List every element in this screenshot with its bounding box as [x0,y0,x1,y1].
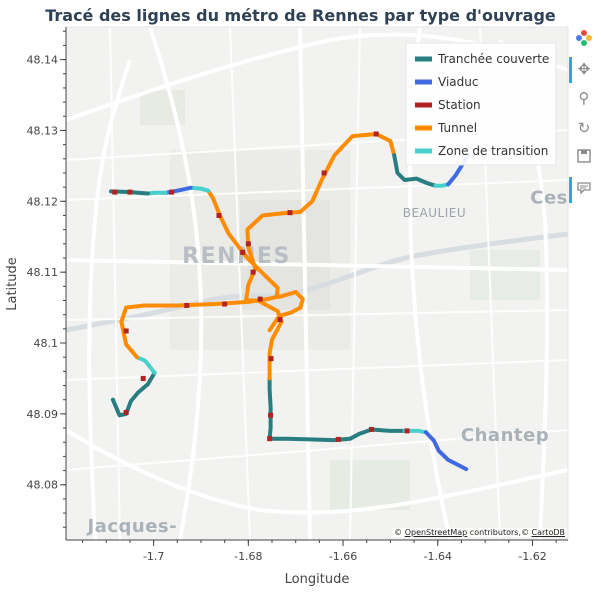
station-mark[interactable] [184,302,190,308]
segment-tunnel[interactable] [267,290,305,333]
legend: Tranchée couverte Viaduc Station Tunnel Zone… [405,42,557,166]
station-mark[interactable] [127,189,133,195]
y-tick-label: 48.11 [27,266,59,279]
station-mark[interactable] [222,301,228,307]
y-axis-label: Latitude [5,257,20,311]
x-tick-label: -1.62 [518,550,546,563]
x-tick-label: -1.68 [234,550,262,563]
station-mark[interactable] [123,409,129,415]
map-label: Chantep [461,425,549,446]
map-label: Ces [530,187,568,208]
station-mark[interactable] [268,412,274,418]
legend-label[interactable]: Tunnel [437,121,477,135]
station-mark[interactable] [245,241,251,247]
map-label: Jacques- [85,516,177,537]
station-mark[interactable] [169,189,175,195]
segment-zone-de-transition[interactable] [135,355,157,375]
station-mark[interactable] [123,328,129,334]
x-tick-label: -1.7 [143,550,164,563]
pan-tool-icon[interactable]: ✥ [569,57,593,83]
y-tick-label: 48.08 [27,479,59,492]
wheel-zoom-tool-icon[interactable]: ⚲ [578,89,590,107]
station-mark[interactable] [250,269,256,275]
segment-tunnel[interactable] [119,188,280,360]
segment-tranch-e-couverte[interactable] [267,376,273,441]
station-mark[interactable] [404,428,410,434]
station-mark[interactable] [112,189,118,195]
station-mark[interactable] [267,436,273,442]
station-mark[interactable] [368,426,374,432]
station-mark[interactable] [216,212,222,218]
segment-zone-de-transition[interactable] [145,190,168,196]
bokeh-logo-icon[interactable] [575,29,593,47]
save-tool-icon[interactable] [575,148,593,166]
map-label: RENNES [182,244,291,269]
y-tick-label: 48.1 [34,337,59,350]
hover-tool-icon[interactable] [569,177,593,203]
y-tick-label: 48.13 [27,124,59,137]
segment-tranch-e-couverte[interactable] [110,370,157,418]
map-label: BEAULIEU [403,206,466,220]
y-tick-label: 48.12 [27,195,59,208]
station-mark[interactable] [140,375,146,381]
segment-zone-de-transition[interactable] [188,185,211,193]
segment-viaduc[interactable] [423,430,469,472]
y-tick-label: 48.09 [27,408,59,421]
station-mark[interactable] [277,317,283,323]
legend-label[interactable]: Tranchée couverte [437,52,549,66]
station-marks [112,131,410,442]
x-axis-label: Longitude [285,572,350,587]
station-mark[interactable] [268,356,274,362]
y-tick-label: 48.14 [27,54,59,67]
map-attribution: © OpenStreetMap contributors,© CartoDB [392,528,567,537]
reset-tool-icon[interactable]: ↻ [577,119,591,137]
x-tick-label: -1.66 [329,550,357,563]
segment-tranch-e-couverte[interactable] [267,427,407,443]
station-mark[interactable] [335,436,341,442]
station-mark[interactable] [287,210,293,216]
station-mark[interactable] [257,296,263,302]
legend-label[interactable]: Viaduc [438,75,478,89]
cartodb-link[interactable]: CartoDB [531,528,565,537]
legend-label[interactable]: Zone de transition [438,144,548,158]
legend-label[interactable]: Station [438,98,481,112]
x-tick-label: -1.64 [424,550,452,563]
station-mark[interactable] [373,131,379,137]
plot-toolbar: ✥ ⚲ ↻ [569,27,601,217]
osm-link[interactable]: OpenStreetMap [404,528,468,537]
segment-tranch-e-couverte[interactable] [392,153,438,188]
x-axis: -1.7 -1.68 -1.66 -1.64 -1.62 [66,539,568,563]
y-axis: 48.08 48.09 48.1 48.11 48.12 48.13 48.14 [27,27,67,540]
station-mark[interactable] [321,170,327,176]
chart-title: Tracé des lignes du métro de Rennes par … [45,6,556,25]
station-mark[interactable] [240,249,246,255]
